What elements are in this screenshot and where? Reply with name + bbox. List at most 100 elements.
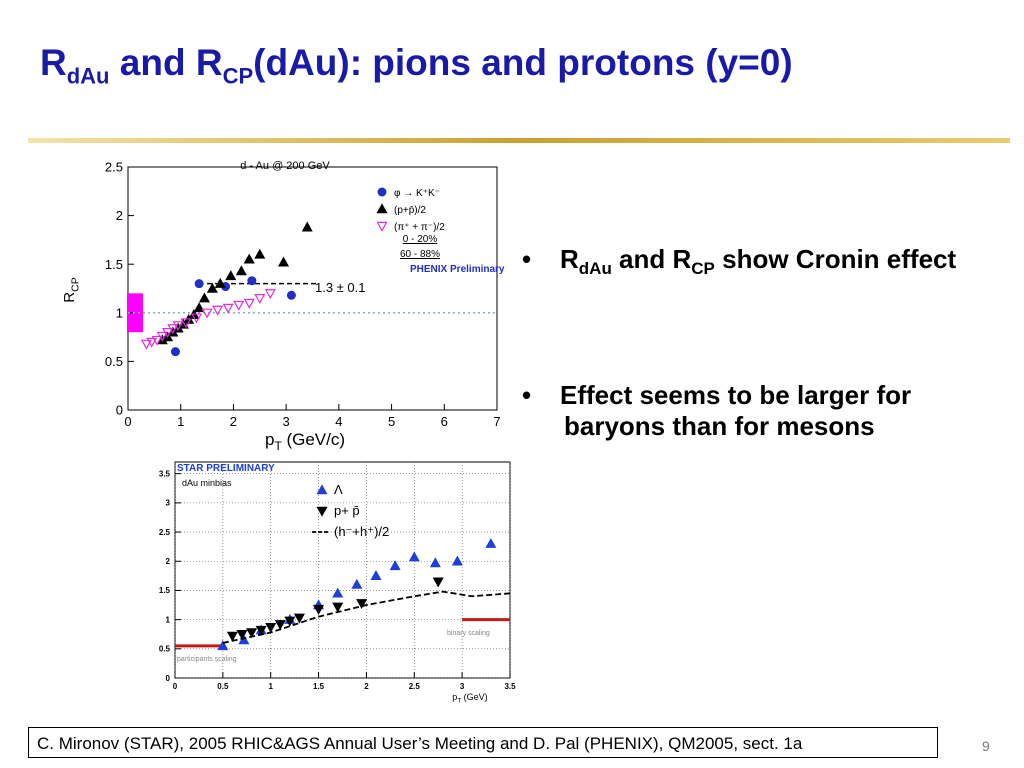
data-point [255, 625, 267, 636]
title-sub: CP [222, 63, 254, 89]
data-point [146, 337, 158, 348]
data-point [254, 248, 266, 259]
x-tick-label: 0 [173, 682, 178, 691]
data-point [191, 313, 203, 324]
data-point [274, 620, 286, 631]
data-point [162, 328, 174, 338]
title-text: R [40, 42, 67, 83]
x-tick-label: 1 [177, 414, 184, 429]
slide-title: RdAu and RCP(dAu): pions and protons (y=… [40, 42, 793, 89]
chart-star: 0 0.5 1 1.5 2 2.5 3 3.5 0 0.5 1 1.5 2 2.5 3 3.5 Λp+ p̄ (h… [159, 461, 516, 705]
y-tick-label: 1 [166, 615, 171, 624]
data-point [172, 321, 184, 332]
data-point [236, 630, 248, 640]
data-point [351, 578, 363, 589]
data-point [194, 279, 204, 289]
data-point [485, 537, 497, 548]
y-tick-label: 1.5 [159, 586, 171, 595]
data-point [170, 347, 180, 357]
data-point [293, 613, 305, 624]
legend-note: 0 - 20% [403, 234, 438, 245]
data-point [301, 221, 313, 232]
data-point [332, 602, 344, 613]
y-axis-label: RCP [61, 277, 82, 302]
y-tick-label: 0.5 [159, 645, 171, 654]
x-tick-label: 5 [388, 414, 395, 429]
bullet-text: R [560, 244, 579, 274]
legend-swatch [316, 484, 328, 495]
title-text: (dAu): pions and protons (y=0) [253, 42, 793, 83]
x-tick-label: 7 [493, 414, 500, 429]
data-point [451, 555, 463, 566]
data-point [284, 616, 296, 627]
data-point [277, 256, 290, 267]
x-tick-label: 1 [268, 682, 273, 691]
data-point [286, 290, 296, 300]
x-axis-label-part: p [265, 430, 274, 449]
x-axis-label: pT (GeV) [452, 692, 487, 705]
y-tick-label: 2.5 [105, 160, 123, 175]
x-tick-label: 2.5 [409, 682, 421, 691]
y-tick-label: 0.5 [105, 354, 123, 369]
x-axis-label-part: p [452, 692, 457, 702]
data-point [408, 551, 420, 562]
data-point [233, 300, 245, 311]
y-tick-label: 2 [166, 557, 171, 566]
data-point [429, 557, 441, 568]
data-point [313, 604, 325, 615]
annotation: dAu minbias [182, 478, 232, 488]
bullet-text: and R [611, 244, 692, 274]
x-axis-label-part: T [274, 439, 281, 453]
x-tick-label: 0 [124, 414, 131, 429]
legend-label: (π⁺ + π⁻)/2 [394, 222, 445, 233]
legend-swatch [377, 187, 387, 197]
y-tick-label: 0 [116, 403, 123, 418]
y-tick-label: 3 [166, 499, 171, 508]
y-axis-label-part: CP [70, 277, 82, 292]
title-sub: dAu [66, 63, 110, 89]
x-tick-label: 6 [441, 414, 448, 429]
y-tick-label: 3.5 [159, 469, 171, 478]
y-tick-label: 0 [166, 674, 171, 683]
x-tick-label: 3.5 [504, 682, 516, 691]
data-point [180, 318, 192, 329]
y-tick-label: 2.5 [159, 528, 171, 537]
annotation: STAR PRELIMINARY [177, 463, 275, 474]
x-axis-label-part: (GeV) [461, 692, 488, 702]
plot-frame [127, 166, 498, 411]
legend-label: (p+p̄)/2 [394, 205, 426, 216]
x-tick-label: 3 [283, 414, 290, 429]
footer: C. Mironov (STAR), 2005 RHIC&AGS Annual … [28, 727, 938, 758]
y-tick-label: 1.5 [105, 257, 123, 272]
data-point [167, 324, 179, 335]
data-point [201, 308, 213, 319]
bullet: • RdAu and RCP show Cronin effect [522, 244, 957, 279]
data-point [226, 631, 238, 642]
annotation: 1.3 ± 0.1 [315, 280, 366, 295]
data-point [254, 294, 266, 304]
page-number: 9 [982, 738, 990, 754]
x-axis-label-part: T [457, 698, 461, 705]
data-point [246, 628, 258, 639]
title-text: and R [109, 42, 223, 83]
x-tick-label: 3 [460, 682, 465, 691]
data-point [389, 560, 401, 571]
chart-title: d - Au @ 200 GeV [240, 160, 330, 172]
data-point [212, 305, 224, 316]
data-point [370, 570, 382, 581]
annotation: PHENIX Preliminary [410, 264, 505, 275]
data-point [264, 289, 276, 300]
data-point [214, 277, 226, 288]
data-point [243, 253, 255, 264]
legend-label: p+ p̄ [334, 503, 360, 518]
data-point [222, 303, 234, 314]
series-line [222, 590, 511, 644]
legend-label: Λ [334, 482, 343, 497]
legend-label: (h⁻+h⁺)/2 [334, 524, 389, 539]
bullet: • Effect seems to be larger for baryons … [522, 380, 912, 441]
data-point [193, 302, 205, 313]
data-point [217, 640, 229, 651]
annotation: binary scaling [447, 630, 490, 637]
data-point [156, 331, 168, 342]
